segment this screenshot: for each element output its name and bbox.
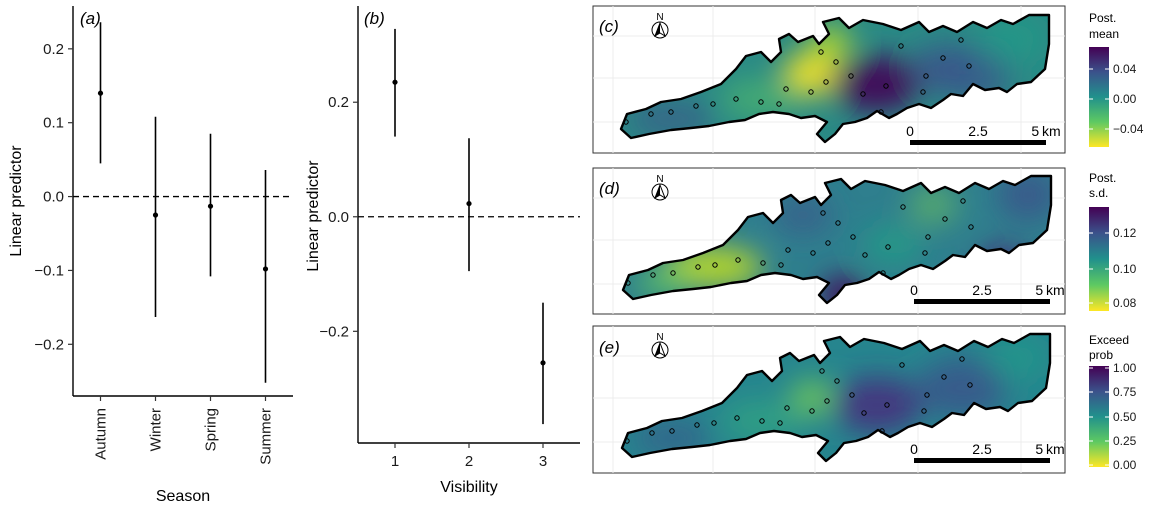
point-estimate	[97, 90, 104, 96]
panel-c-tag: (c)	[599, 17, 619, 36]
panel-a-marks	[97, 22, 269, 383]
panel-a-x-ticks: Autumn Winter Spring Summer	[93, 396, 275, 465]
panel-b-y-title: Linear predictor	[305, 160, 322, 272]
point-estimate	[262, 266, 269, 272]
scale-bar: 0 2.5 5 km	[910, 441, 1065, 463]
scale-label-0: 0	[910, 441, 918, 457]
point-estimate	[152, 212, 159, 218]
x-tick-label: 2	[465, 453, 473, 470]
scale-bar: 0 2.5 5 km	[910, 282, 1065, 304]
x-tick-label: Spring	[203, 408, 220, 451]
scale-bar-line	[914, 299, 1050, 304]
legend-e-tick-label: 1.00	[1113, 361, 1137, 375]
north-label: N	[656, 174, 663, 185]
scale-label-5: 5 km	[1031, 123, 1060, 139]
y-tick-label: 0.1	[43, 115, 64, 132]
y-tick-label: 0.2	[43, 41, 64, 58]
panel-b-marks	[392, 28, 546, 425]
legend-d-tick-label: 0.08	[1113, 296, 1137, 310]
legend-d-ticks	[1089, 232, 1109, 304]
panel-a-season-effects: 0.2 0.1 0.0 −0.1 −0.2 Autumn Winter Spring Summ…	[8, 6, 293, 505]
legend-e: Exceed prob 1.00 0.75 0.50 0.25 0.00	[1089, 333, 1137, 472]
panel-c-posterior-mean-map: N 0 2.5 5 km (c)	[592, 5, 1066, 154]
legend-c-tick-label: 0.04	[1113, 62, 1137, 76]
north-arrow: N	[651, 174, 669, 201]
legend-c-colorbar	[1089, 47, 1109, 147]
survey-sites	[624, 356, 973, 444]
y-tick-label: 0.2	[328, 94, 349, 111]
scale-bar-line	[914, 458, 1050, 463]
legend-e-tick-label: 0.00	[1113, 458, 1137, 472]
y-tick-label: −0.1	[34, 262, 64, 279]
legend-c-tick-label: 0.00	[1113, 92, 1137, 106]
north-arrow: N	[651, 12, 669, 39]
legend-e-tick-label: 0.75	[1113, 385, 1137, 399]
x-tick-label: Autumn	[93, 408, 110, 460]
x-tick-label: 3	[539, 453, 547, 470]
legend-d-tick-label: 0.12	[1113, 226, 1137, 240]
y-tick-label: −0.2	[34, 336, 64, 353]
panel-a-y-title: Linear predictor	[8, 145, 25, 257]
point-estimate	[540, 360, 546, 366]
legend-e-tick-label: 0.50	[1113, 410, 1137, 424]
legend-d-colorbar	[1089, 207, 1109, 311]
scale-label-0: 0	[906, 123, 914, 139]
panel-e-tag: (e)	[599, 338, 620, 357]
scale-label-5: 5 km	[1035, 282, 1064, 298]
legend-c-tick-label: −0.04	[1113, 122, 1144, 136]
panel-e-exceedance-map: N 0 2.5 5 km (e)	[592, 325, 1066, 474]
panel-d-posterior-sd-map: N 0 2.5 5 km (d)	[592, 167, 1066, 315]
point-estimate	[392, 79, 398, 85]
north-label: N	[656, 12, 663, 23]
panel-b-y-ticks: 0.2 0.0 −0.2	[319, 94, 358, 340]
panel-b-x-title: Visibility	[440, 479, 498, 496]
scale-label-2-5: 2.5	[968, 123, 988, 139]
legend-d-title-line1: Post.	[1089, 171, 1116, 185]
y-tick-label: 0.0	[43, 189, 64, 206]
legend-d-title-line2: s.d.	[1089, 186, 1108, 200]
scale-bar-line	[910, 140, 1046, 145]
panel-b-tag: (b)	[364, 9, 385, 28]
panel-a-tag: (a)	[80, 9, 101, 28]
legend-d-tick-label: 0.10	[1113, 262, 1137, 276]
legend-e-ticks	[1089, 367, 1109, 466]
legend-e-title-line1: Exceed	[1089, 333, 1129, 347]
x-tick-label: Winter	[148, 408, 165, 451]
panel-a-y-ticks: 0.2 0.1 0.0 −0.1 −0.2	[34, 41, 73, 353]
survey-sites	[623, 37, 972, 125]
legend-e-colorbar	[1089, 366, 1109, 467]
legend-c-title-line1: Post.	[1089, 11, 1116, 25]
panel-b-x-ticks: 1 2 3	[391, 443, 547, 470]
x-tick-label: Summer	[258, 408, 275, 465]
legend-d: Post. s.d. 0.12 0.10 0.08	[1089, 171, 1137, 311]
point-estimate	[207, 203, 214, 209]
y-tick-label: −0.2	[319, 323, 349, 340]
legend-c: Post. mean 0.04 0.00 −0.04	[1089, 11, 1144, 147]
y-tick-label: 0.0	[328, 209, 349, 226]
north-label: N	[656, 332, 663, 343]
panel-d-tag: (d)	[599, 179, 620, 198]
legend-c-title-line2: mean	[1089, 27, 1119, 41]
legend-e-title-line2: prob	[1089, 348, 1113, 362]
scale-bar: 0 2.5 5 km	[906, 123, 1061, 145]
legend-c-ticks	[1089, 68, 1109, 130]
scale-label-5: 5 km	[1035, 441, 1064, 457]
north-arrow: N	[651, 332, 669, 359]
scale-label-2-5: 2.5	[972, 282, 992, 298]
scale-label-2-5: 2.5	[972, 441, 992, 457]
x-tick-label: 1	[391, 453, 399, 470]
panel-a-x-title: Season	[156, 488, 210, 505]
panel-b-visibility-effects: 0.2 0.0 −0.2 1 2 3 (b) Visibility Linear pre…	[305, 6, 580, 496]
legend-e-tick-label: 0.25	[1113, 434, 1137, 448]
survey-sites	[625, 198, 974, 286]
point-estimate	[466, 200, 472, 207]
scale-label-0: 0	[910, 282, 918, 298]
